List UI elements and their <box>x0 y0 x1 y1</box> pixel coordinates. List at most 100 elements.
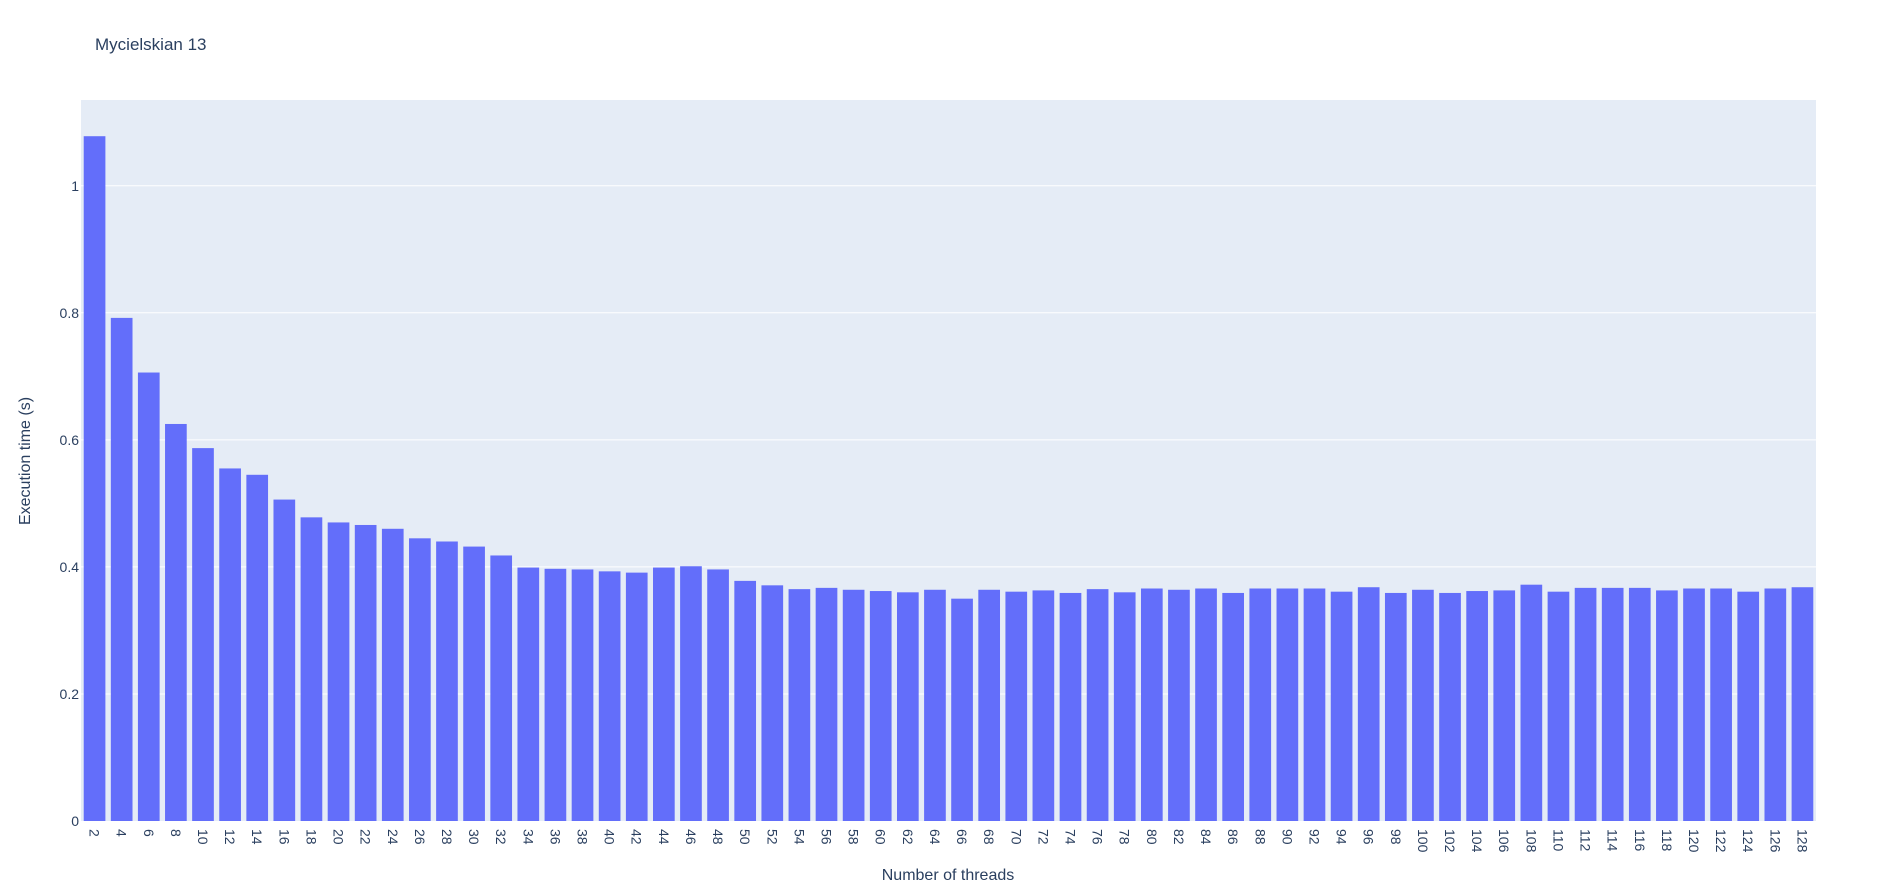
x-tick-label: 94 <box>1334 829 1350 845</box>
x-tick-label: 74 <box>1062 829 1078 845</box>
x-tick-label: 30 <box>466 829 482 845</box>
bar-84 <box>1195 588 1217 821</box>
bar-128 <box>1791 587 1814 821</box>
x-tick-label: 114 <box>1605 829 1621 852</box>
x-tick-label: 124 <box>1740 829 1756 853</box>
bar-90 <box>1276 588 1299 821</box>
bar-46 <box>680 566 702 821</box>
bar-70 <box>1005 591 1028 821</box>
x-tick-label: 70 <box>1008 829 1024 845</box>
x-tick-label: 126 <box>1767 829 1783 853</box>
x-tick-label: 60 <box>873 829 889 845</box>
bar-18 <box>300 517 323 821</box>
bar-116 <box>1628 587 1651 821</box>
bar-50 <box>734 580 757 821</box>
bar-80 <box>1140 588 1163 821</box>
x-tick-label: 100 <box>1415 829 1431 853</box>
x-tick-label: 84 <box>1198 829 1214 845</box>
x-tick-label: 10 <box>195 829 211 845</box>
bars <box>83 136 1814 822</box>
bar-92 <box>1303 588 1326 821</box>
bar-14 <box>246 474 269 821</box>
x-tick-label: 14 <box>249 829 265 845</box>
bar-8 <box>165 423 187 821</box>
bar-86 <box>1222 592 1244 821</box>
x-axis-title: Number of threads <box>882 867 1015 884</box>
x-tick-label: 78 <box>1117 829 1133 845</box>
bar-28 <box>436 541 458 821</box>
x-tick-label: 18 <box>303 829 319 845</box>
x-tick-label: 34 <box>520 829 536 845</box>
bar-102 <box>1439 592 1461 821</box>
bar-44 <box>653 567 675 821</box>
x-tick-label: 66 <box>954 829 970 845</box>
x-tick-label: 26 <box>412 829 428 845</box>
bar-106 <box>1493 590 1516 821</box>
bar-110 <box>1547 591 1570 821</box>
bar-4 <box>110 317 133 821</box>
bar-40 <box>598 571 621 821</box>
x-tick-label: 92 <box>1306 829 1322 845</box>
x-tick-label: 120 <box>1686 829 1702 853</box>
bar-62 <box>896 592 919 821</box>
bar-66 <box>951 598 973 821</box>
bar-118 <box>1656 590 1678 821</box>
x-tick-label: 58 <box>846 829 862 845</box>
x-tick-label: 16 <box>276 829 292 845</box>
x-tick-label: 96 <box>1361 829 1377 845</box>
x-tick-label: 62 <box>900 829 916 845</box>
bar-96 <box>1357 587 1380 821</box>
x-tick-label: 112 <box>1578 829 1594 852</box>
bar-72 <box>1032 590 1055 821</box>
x-tick-label: 110 <box>1550 829 1566 852</box>
bar-60 <box>869 591 892 821</box>
x-tick-label: 118 <box>1659 829 1675 852</box>
x-tick-label: 102 <box>1442 829 1458 853</box>
bar-68 <box>978 589 1001 821</box>
bar-124 <box>1737 591 1760 821</box>
x-tick-label: 36 <box>547 829 563 845</box>
bar-126 <box>1764 588 1787 821</box>
bar-108 <box>1520 584 1543 821</box>
x-tick-label: 40 <box>602 829 618 845</box>
y-tick-label: 0.8 <box>60 305 80 321</box>
x-tick-label: 90 <box>1279 829 1295 845</box>
bar-98 <box>1384 592 1407 821</box>
bar-12 <box>219 468 241 821</box>
bar-74 <box>1059 592 1082 821</box>
x-tick-label: 42 <box>629 829 645 845</box>
x-tick-label: 4 <box>114 829 130 837</box>
bar-52 <box>761 585 784 821</box>
x-tick-label: 128 <box>1794 829 1810 853</box>
x-tick-label: 82 <box>1171 829 1187 845</box>
x-tick-label: 88 <box>1252 829 1268 845</box>
y-tick-label: 0.4 <box>60 559 80 575</box>
bar-24 <box>381 528 404 821</box>
bar-64 <box>924 589 946 821</box>
x-tick-label: 20 <box>331 829 347 845</box>
x-tick-label: 106 <box>1496 829 1512 853</box>
bar-16 <box>273 499 296 821</box>
bar-78 <box>1113 592 1136 821</box>
x-tick-label: 108 <box>1523 829 1539 853</box>
x-tick-label: 28 <box>439 829 455 845</box>
bar-10 <box>192 448 214 821</box>
x-tick-label: 24 <box>385 829 401 845</box>
x-tick-label: 46 <box>683 829 699 845</box>
x-tick-label: 116 <box>1632 829 1648 852</box>
y-tick-label: 0 <box>71 813 79 829</box>
x-tick-label: 98 <box>1388 829 1404 845</box>
x-tick-label: 52 <box>764 829 780 845</box>
bar-100 <box>1412 589 1434 821</box>
x-axis-ticks: 2 4 6 8 10 12 14 16 18 20 22 24 26 28 30 32 34 36 38 40 42 44… <box>87 829 1811 853</box>
bar-36 <box>544 568 567 821</box>
bar-120 <box>1683 588 1705 821</box>
x-tick-label: 86 <box>1225 829 1241 845</box>
bar-42 <box>625 572 648 821</box>
bar-20 <box>327 522 350 821</box>
x-tick-label: 80 <box>1144 829 1160 845</box>
x-tick-label: 54 <box>791 829 807 845</box>
x-tick-label: 12 <box>222 829 238 845</box>
x-tick-label: 8 <box>168 829 184 837</box>
